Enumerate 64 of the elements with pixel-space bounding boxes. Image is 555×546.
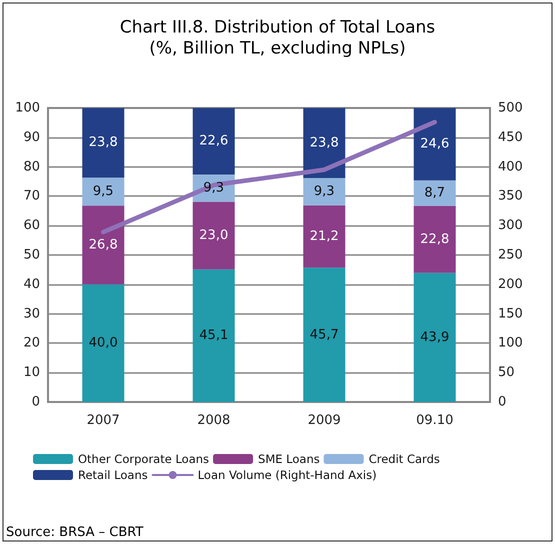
legend-label: SME Loans (258, 452, 320, 466)
bar (82, 206, 124, 284)
y-tick-label: 100 (15, 100, 40, 116)
y-tick-label: 70 (23, 188, 40, 204)
data-label: 23,8 (310, 135, 339, 150)
data-label: 43,9 (420, 330, 450, 345)
data-label: 26,8 (88, 238, 118, 253)
legend-label: Credit Cards (368, 452, 440, 466)
bar (303, 268, 346, 402)
y-tick-label: 20 (23, 336, 40, 351)
x-tick-label: 2007 (86, 413, 120, 428)
bar (414, 272, 456, 402)
y2-tick-label: 300 (498, 218, 523, 234)
y2-tick-label: 350 (498, 188, 523, 204)
y2-tick-label: 0 (498, 394, 506, 410)
y-tick-label: 50 (23, 248, 40, 262)
y-tick-label: 40 (23, 276, 40, 292)
data-label: 24,6 (420, 136, 450, 152)
data-label: 9,3 (203, 180, 224, 196)
data-label: 9,5 (92, 184, 114, 200)
bar (303, 205, 346, 268)
bar (192, 269, 235, 402)
x-tick-label: 2008 (197, 413, 230, 428)
y-tick-label: 0 (32, 394, 40, 410)
bar (82, 178, 124, 206)
legend-label: Other Corporate Loans (78, 452, 210, 466)
data-label: 40,0 (88, 336, 118, 351)
y-tick-label: 60 (23, 218, 40, 234)
bar (192, 108, 235, 174)
legend-label: Retail Loans (78, 468, 148, 482)
chart-subtitle: (%, Billion TL, excluding NPLs) (149, 38, 406, 58)
data-label: 22,6 (199, 134, 228, 149)
bar (82, 108, 124, 178)
y-tick-label: 30 (23, 306, 40, 322)
data-label: 8,7 (424, 186, 446, 201)
y-tick-label: 90 (23, 130, 40, 145)
bar (192, 202, 235, 270)
y2-tick-label: 100 (498, 336, 523, 351)
data-label: 9,3 (314, 184, 335, 200)
y2-tick-label: 250 (498, 248, 523, 262)
y-tick-label: 10 (23, 365, 40, 380)
bar (414, 108, 456, 180)
x-tick-label: 09.10 (416, 413, 454, 428)
y2-tick-label: 200 (498, 276, 523, 292)
bar (414, 180, 456, 206)
y2-tick-label: 150 (498, 306, 523, 322)
chart-title: Chart III.8. Distribution of Total Loans (120, 18, 436, 38)
data-label: 21,2 (310, 228, 339, 244)
data-label: 45,7 (310, 327, 339, 342)
bar (303, 178, 346, 206)
y2-tick-label: 50 (498, 365, 515, 380)
data-label: 23,8 (88, 135, 118, 150)
source-note: Source: BRSA – CBRT (6, 525, 144, 540)
data-label: 45,1 (199, 328, 228, 344)
y-tick-label: 80 (23, 159, 40, 174)
data-label: 23,0 (199, 228, 228, 244)
y2-tick-label: 450 (498, 130, 523, 145)
x-tick-label: 2009 (308, 413, 341, 428)
bar (82, 284, 124, 402)
data-label: 22,8 (420, 232, 450, 247)
legend-label: Loan Volume (Right-Hand Axis) (198, 468, 377, 482)
y2-tick-label: 500 (498, 100, 523, 116)
y2-tick-label: 400 (498, 159, 523, 174)
bar (414, 206, 456, 273)
